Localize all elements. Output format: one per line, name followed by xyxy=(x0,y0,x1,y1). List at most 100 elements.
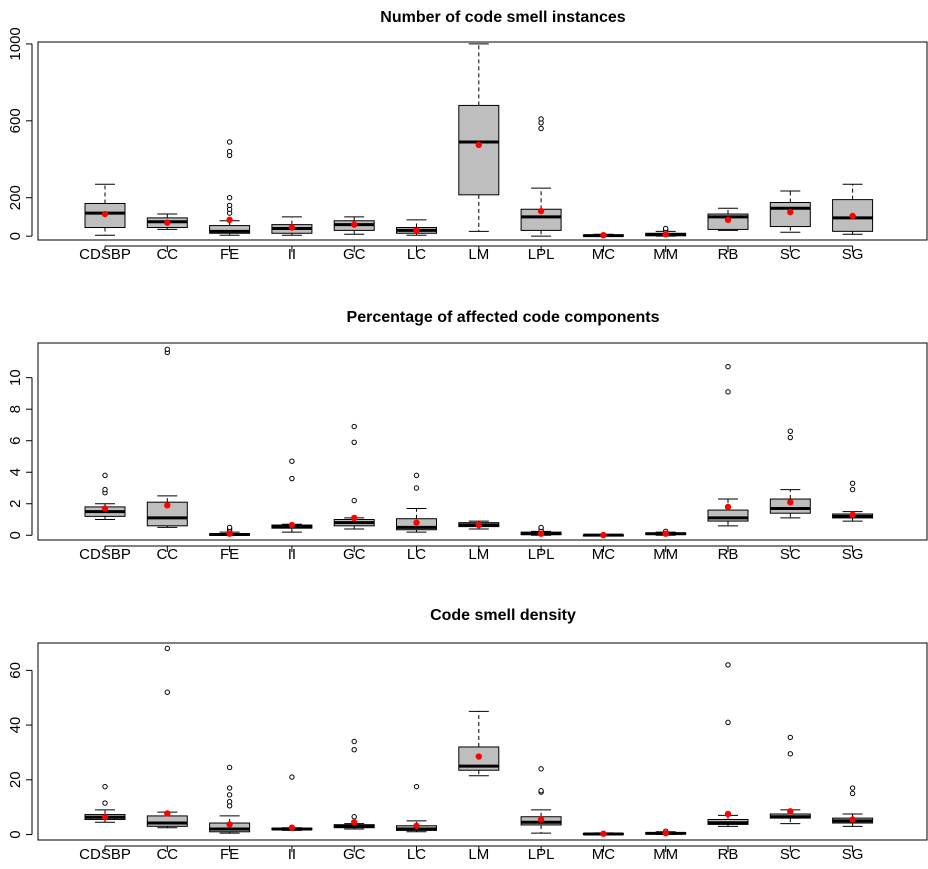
box-cc xyxy=(146,645,188,829)
iqr-box xyxy=(146,815,188,827)
outlier-point xyxy=(538,116,544,122)
box-lc xyxy=(396,472,437,533)
mean-point xyxy=(537,207,545,215)
x-tick-label: GC xyxy=(343,246,366,263)
outlier-point xyxy=(725,389,731,395)
panel-2: Percentage of affected code components 0 2… xyxy=(7,309,928,563)
outlier-point xyxy=(538,524,544,531)
box-cdsbp xyxy=(84,183,126,236)
outlier-point xyxy=(226,798,233,805)
outlier-point xyxy=(351,814,357,820)
x-tick-label: CDSBP xyxy=(79,546,131,563)
box-sc xyxy=(769,734,811,825)
outlier-point xyxy=(538,788,544,794)
x-tick-label: MM xyxy=(653,846,678,863)
outlier-point xyxy=(289,774,295,780)
outlier-point xyxy=(351,497,357,504)
y-tick-label: 0 xyxy=(7,232,24,240)
y-tick-label: 8 xyxy=(7,405,24,413)
x-tick-label: II xyxy=(288,546,296,563)
outlier-point xyxy=(849,785,856,791)
outlier-point xyxy=(538,766,544,772)
mean-point xyxy=(724,503,732,511)
x-tick-label: CC xyxy=(156,546,178,563)
box-ii xyxy=(271,458,313,533)
y-tick-label: 200 xyxy=(7,185,24,210)
panel-3: Code smell density 0 20 40 60 CDSBP CC FE II GC LC… xyxy=(7,607,928,863)
mean-point xyxy=(413,519,420,526)
outlier-point xyxy=(787,751,793,757)
box-ii xyxy=(271,216,313,236)
y-tick-label: 60 xyxy=(7,662,24,679)
panel-1: Number of code smell instances 0 200 600 100… xyxy=(7,9,928,263)
x-tick-label: MC xyxy=(592,246,615,263)
x-tick-label: CDSBP xyxy=(79,846,131,863)
x-tick-label: II xyxy=(288,246,296,263)
y-tick-label: 4 xyxy=(7,468,24,476)
outlier-point xyxy=(413,783,420,790)
x-tick-label: CDSBP xyxy=(79,246,131,263)
y-tick-label: 20 xyxy=(7,771,24,788)
outlier-point xyxy=(351,747,357,753)
mean-point xyxy=(351,819,358,826)
outlier-point xyxy=(226,202,233,209)
x-tick-label: SG xyxy=(842,546,864,563)
outlier-point xyxy=(787,428,793,434)
box-mc xyxy=(582,231,624,239)
outlier-point xyxy=(102,800,108,806)
mean-point xyxy=(849,511,856,518)
box-lpl xyxy=(520,766,562,834)
outlier-point xyxy=(663,225,669,232)
x-tick-label: FE xyxy=(220,246,239,263)
box-cc xyxy=(146,346,188,528)
mean-point xyxy=(351,514,358,522)
mean-point xyxy=(724,810,732,818)
mean-point xyxy=(164,502,171,509)
x-tick-label: MC xyxy=(592,546,615,563)
y-tick-label: 0 xyxy=(7,531,24,539)
outlier-point xyxy=(725,662,731,668)
outlier-point xyxy=(351,439,357,445)
box-lm xyxy=(458,43,500,232)
x-tick-label: LPL xyxy=(528,846,555,863)
x-tick-label: LPL xyxy=(528,546,555,563)
mean-point xyxy=(787,498,794,506)
x-tick-label: CC xyxy=(156,846,178,863)
outlier-point xyxy=(725,363,731,370)
mean-point xyxy=(101,814,109,821)
outlier-point xyxy=(102,783,108,790)
mean-point xyxy=(849,816,856,823)
mean-point xyxy=(537,816,545,823)
outlier-point xyxy=(725,719,731,726)
outlier-point xyxy=(226,148,233,155)
x-tick-label: GC xyxy=(343,546,366,563)
mean-point xyxy=(164,219,171,226)
x-tick-label: LM xyxy=(468,546,489,563)
mean-point xyxy=(226,216,233,224)
outlier-point xyxy=(849,790,856,797)
mean-point xyxy=(662,829,669,837)
box-sc xyxy=(769,190,811,233)
mean-point xyxy=(226,530,233,537)
box-cdsbp xyxy=(84,783,126,823)
outlier-point xyxy=(849,486,856,493)
x-tick-label: RB xyxy=(718,546,739,563)
x-tick-label: LM xyxy=(468,246,489,263)
box-rb xyxy=(707,662,749,827)
mean-point xyxy=(288,224,296,231)
iqr-box xyxy=(209,225,251,234)
box-gc xyxy=(333,216,375,235)
x-tick-label: LPL xyxy=(528,246,555,263)
outlier-point xyxy=(164,346,171,353)
x-tick-label: II xyxy=(288,846,296,863)
box-fe xyxy=(209,764,251,834)
chart-title: Number of code smell instances xyxy=(380,9,626,26)
mean-point xyxy=(475,521,482,529)
box-rb xyxy=(707,207,749,231)
outlier-point xyxy=(289,458,295,464)
mean-point xyxy=(475,141,482,149)
outlier-point xyxy=(226,195,233,201)
mean-point xyxy=(101,210,109,218)
x-tick-label: SC xyxy=(780,846,801,863)
outlier-point xyxy=(102,486,108,493)
